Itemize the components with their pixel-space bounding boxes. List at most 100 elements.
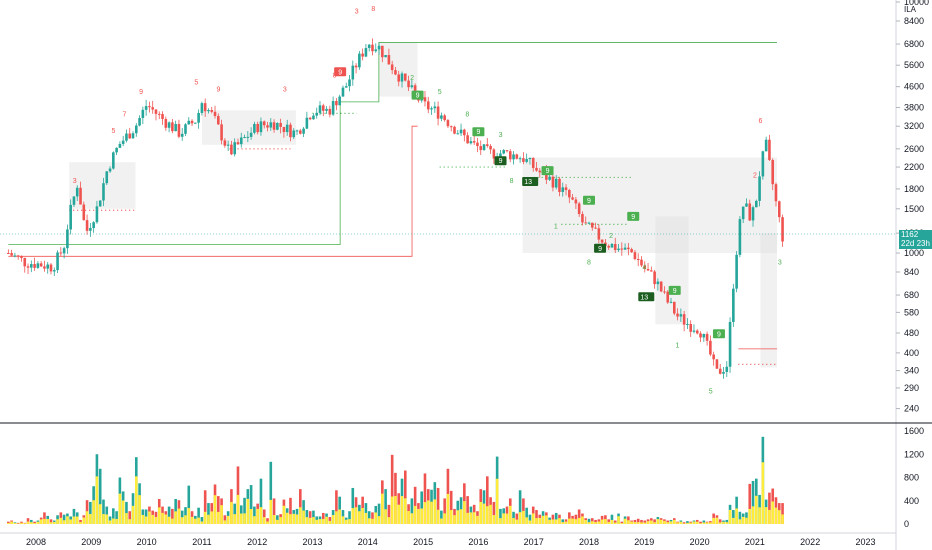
volume-bar (748, 483, 752, 524)
time-tick-label: 2023 (855, 537, 875, 547)
volume-average-bar (85, 511, 89, 524)
volume-average-bar (430, 501, 433, 524)
td-badge (668, 285, 681, 295)
volume-average-bar (98, 504, 102, 524)
volume-average-bar (390, 496, 394, 524)
volume-average-bar (502, 513, 506, 524)
volume-average-bar (738, 519, 742, 524)
td-badge-label: 13 (524, 179, 532, 186)
volume-average-bar (620, 523, 624, 524)
candle-body (246, 136, 250, 138)
time-axis[interactable]: 2008 2009 2010 2011 2012 2013 2014 2015 2016 2017… (26, 537, 876, 547)
volume-average-bar (82, 517, 86, 524)
price-axis[interactable]: 2402903404004805806808401000120015001800… (896, 0, 929, 414)
volume-average-bar (335, 511, 338, 524)
candle-body (590, 222, 594, 228)
volume-average-bar (699, 523, 702, 524)
price-tick-label: 290 (904, 383, 919, 393)
volume-average-bar (394, 495, 397, 524)
candle-body (709, 340, 712, 355)
candle-body (663, 291, 666, 293)
price-tick-label: 1800 (904, 184, 924, 194)
candle-body (236, 142, 240, 145)
volume-average-bar (174, 511, 177, 524)
volume-average-bar (289, 514, 292, 524)
volume-average-bar (328, 520, 332, 524)
candle-body (125, 133, 128, 141)
volume-average-bar (276, 519, 279, 524)
volume-average-bar (466, 512, 469, 524)
volume-tick-label: 400 (904, 496, 919, 506)
td-badge (594, 243, 607, 253)
candle-body (16, 255, 20, 257)
candle-body (194, 122, 197, 124)
volume-tick-label: 1600 (904, 426, 924, 436)
candle-body (279, 122, 282, 127)
candle-body (331, 101, 335, 115)
volume-bar (305, 510, 309, 524)
candle-body (718, 368, 722, 374)
candle-body (384, 55, 387, 58)
volume-average-bar (207, 514, 210, 524)
candle-body (692, 330, 696, 332)
td-badge-label: 13 (640, 294, 648, 301)
candle-body (203, 103, 207, 112)
volume-average-bar (423, 502, 427, 524)
price-unit-label: ILA (904, 5, 917, 14)
candle-body (656, 281, 660, 285)
candle-body (515, 154, 519, 159)
candle-body (98, 200, 102, 207)
candle-body (295, 130, 299, 132)
td-badge (522, 177, 539, 187)
volume-average-bar (118, 493, 122, 524)
candle-body (774, 184, 778, 202)
volume-average-bar (36, 521, 40, 524)
candle-body (650, 270, 653, 272)
candle-body (381, 45, 384, 58)
volume-bar (223, 515, 227, 524)
candle-body (341, 87, 345, 97)
volume-average-bar (682, 523, 686, 524)
volume-average-bar (571, 518, 574, 524)
candle-body (20, 256, 23, 258)
candle-body (653, 271, 656, 285)
candle-body (249, 132, 253, 137)
volume-average-bar (325, 516, 328, 524)
td-badge-label: 9 (587, 198, 591, 205)
candle-body (115, 147, 118, 153)
td-support-line (8, 125, 418, 257)
volume-average-bar (351, 508, 355, 524)
volume-average-bar (741, 516, 745, 524)
time-tick-label: 2012 (247, 537, 267, 547)
candle-body (423, 97, 427, 102)
candle-body (269, 122, 273, 128)
td-count-label: 3 (283, 86, 287, 93)
candle-body (292, 130, 296, 138)
candle-body (7, 253, 10, 254)
volume-average-bar (141, 514, 145, 524)
volume-bar (62, 514, 66, 524)
volume-bar (610, 514, 614, 524)
volume-bar (299, 489, 302, 524)
candle-body (426, 101, 430, 110)
candle-body (617, 248, 620, 251)
td-badge (638, 292, 655, 302)
candle-body (157, 113, 161, 115)
candle-body (469, 141, 473, 144)
volume-average-bar (433, 499, 437, 524)
volume-bar (112, 508, 115, 524)
volume-average-bar (331, 515, 335, 524)
volume-axis[interactable]: 0 400 800 1200 1600 (904, 426, 924, 529)
td-count-label: 4 (642, 264, 646, 271)
candle-body (213, 111, 217, 117)
candle-body (768, 139, 771, 161)
volume-average-bar (115, 518, 118, 524)
candle-body (679, 314, 683, 317)
volume-average-bar (709, 522, 712, 524)
volume-bar (515, 513, 519, 524)
td-count-label: 1 (676, 343, 680, 350)
candle-body (538, 170, 542, 173)
volume-average-bar (381, 493, 384, 524)
td-sequential-counts: 35795938382583818241526399913999913999 (73, 6, 782, 396)
